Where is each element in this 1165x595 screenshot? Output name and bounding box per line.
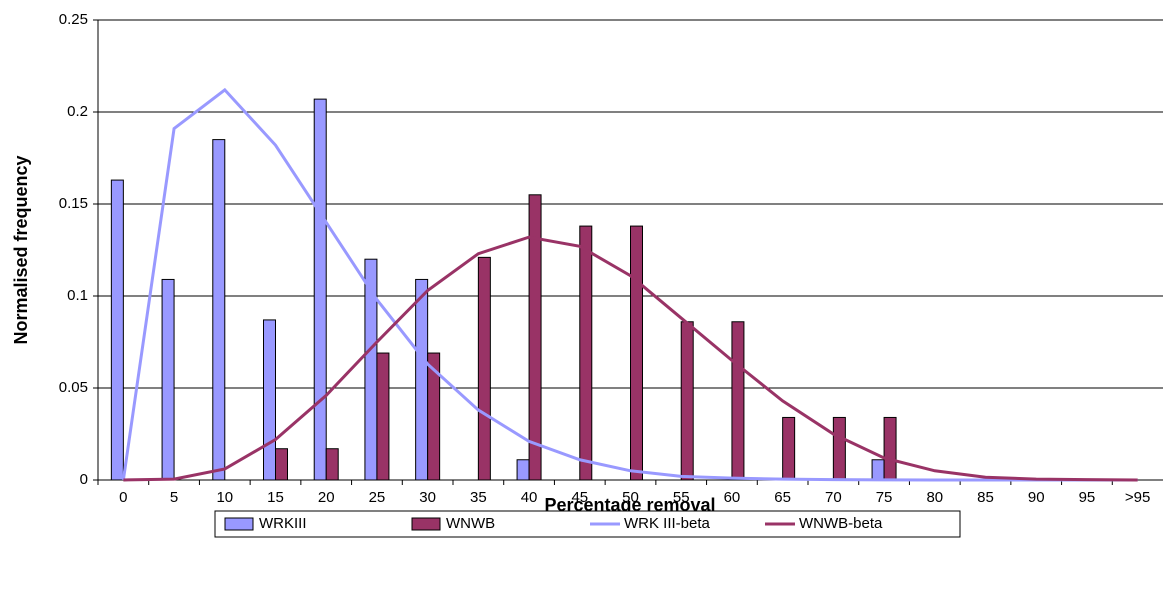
x-tick-label: 80	[926, 489, 943, 506]
bar	[579, 225, 593, 481]
x-tick-label: 30	[419, 489, 436, 506]
bar	[832, 416, 846, 481]
y-axis-label: Normalised frequency	[11, 155, 31, 344]
legend	[214, 510, 961, 538]
x-tick-label: 45	[571, 489, 588, 506]
x-tick-label: 90	[1028, 489, 1045, 506]
x-tick-label: 55	[673, 489, 690, 506]
bar	[263, 319, 276, 481]
x-tick-label: 85	[977, 489, 994, 506]
x-tick-label: 50	[622, 489, 639, 506]
y-tick-label: 0.15	[59, 195, 88, 212]
x-tick-label: 40	[521, 489, 538, 506]
bar	[212, 139, 226, 481]
x-tick-label: 75	[876, 489, 893, 506]
bar	[313, 98, 327, 481]
bar	[415, 278, 429, 481]
line	[121, 87, 1138, 482]
legend-swatch	[411, 517, 441, 531]
x-tick-label: >95	[1125, 489, 1150, 506]
bar	[782, 416, 796, 481]
x-tick-label: 10	[216, 489, 233, 506]
legend-label: WNWB	[446, 515, 495, 532]
bar	[477, 256, 491, 481]
legend-label: WRK III-beta	[624, 515, 711, 532]
bar	[883, 416, 897, 481]
bar	[325, 448, 339, 481]
legend-label: WNWB-beta	[799, 515, 883, 532]
x-tick-label: 65	[774, 489, 791, 506]
x-tick-label: 70	[825, 489, 842, 506]
y-tick-label: 0	[80, 471, 88, 488]
bar	[110, 179, 124, 481]
bar	[161, 278, 175, 481]
x-tick-label: 5	[170, 489, 178, 506]
y-tick-label: 0.05	[59, 379, 88, 396]
y-tick-label: 0.25	[59, 11, 88, 28]
bar	[871, 459, 885, 481]
bar	[516, 459, 530, 481]
x-tick-label: 25	[369, 489, 386, 506]
bar	[731, 321, 745, 481]
y-tick-label: 0.1	[67, 287, 88, 304]
line	[123, 235, 1138, 482]
bar	[275, 448, 288, 481]
x-tick-label: 95	[1079, 489, 1096, 506]
bar	[376, 352, 390, 481]
legend-swatch	[224, 517, 254, 531]
x-tick-label: 35	[470, 489, 487, 506]
legend-label: WRKIII	[259, 515, 307, 532]
y-tick-label: 0.2	[67, 103, 88, 120]
x-tick-label: 15	[267, 489, 284, 506]
bar	[680, 321, 694, 481]
x-axis-label: Percentage removal	[544, 495, 715, 515]
bar	[630, 225, 643, 481]
x-tick-label: 60	[724, 489, 741, 506]
x-tick-label: 20	[318, 489, 335, 506]
x-tick-label: 0	[119, 489, 127, 506]
